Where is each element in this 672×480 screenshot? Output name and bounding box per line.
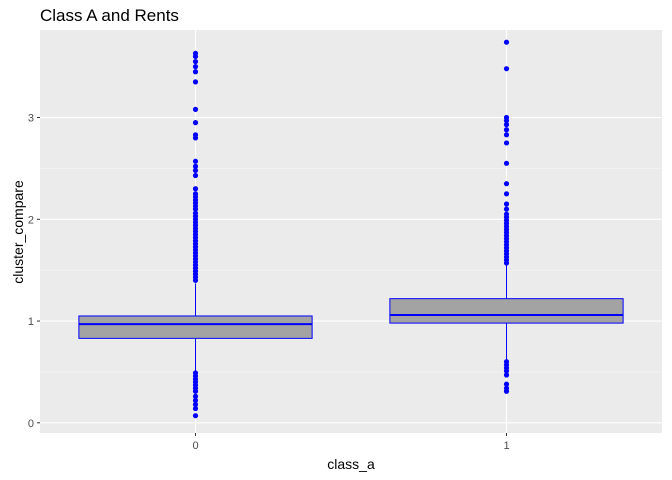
- outlier-point: [192, 393, 199, 399]
- y-tick-label: 1: [28, 316, 34, 328]
- outlier-point: [192, 413, 199, 419]
- outlier-point: [503, 132, 510, 138]
- outlier-point: [503, 127, 510, 133]
- outlier-point: [503, 160, 510, 166]
- y-tick-label: 0: [28, 418, 34, 430]
- outlier-point: [503, 39, 510, 45]
- outlier-point: [192, 106, 199, 112]
- plot-panel: [40, 30, 662, 433]
- outlier-point: [192, 120, 199, 126]
- outlier-point: [503, 372, 510, 378]
- outlier-point: [192, 79, 199, 85]
- outlier-point: [192, 405, 199, 412]
- outlier-point: [503, 206, 510, 212]
- outlier-point: [192, 158, 199, 164]
- outlier-point: [503, 260, 510, 266]
- outlier-point: [192, 64, 199, 70]
- outlier-point: [503, 388, 510, 394]
- x-axis-label: class_a: [327, 456, 375, 472]
- outlier-point: [192, 397, 199, 404]
- x-tick-label: 0: [192, 440, 198, 452]
- iqr-box: [389, 298, 624, 324]
- outlier-point: [192, 69, 199, 75]
- outlier-point: [503, 140, 510, 146]
- chart-title: Class A and Rents: [40, 6, 179, 25]
- iqr-box: [78, 315, 313, 339]
- outlier-point: [503, 66, 510, 72]
- y-tick-label: 3: [28, 113, 34, 125]
- outlier-point: [192, 277, 199, 283]
- outlier-point: [503, 122, 510, 128]
- x-tick-label: 1: [503, 440, 509, 452]
- outlier-point: [192, 186, 199, 192]
- outlier-point: [503, 381, 510, 387]
- outlier-point: [503, 201, 510, 207]
- outlier-point: [192, 58, 199, 65]
- outlier-point: [192, 135, 199, 141]
- outlier-point: [503, 181, 510, 187]
- outlier-point: [192, 388, 199, 394]
- y-tick-label: 2: [28, 214, 34, 226]
- outlier-point: [192, 172, 199, 179]
- outlier-point: [192, 163, 199, 169]
- outlier-point: [192, 206, 199, 212]
- outlier-point: [503, 368, 510, 374]
- y-axis-label: cluster_compare: [10, 180, 26, 284]
- outlier-point: [192, 53, 199, 60]
- outlier-point: [503, 191, 510, 197]
- outlier-point: [192, 167, 199, 174]
- outlier-point: [192, 401, 199, 408]
- outlier-point: [503, 117, 510, 124]
